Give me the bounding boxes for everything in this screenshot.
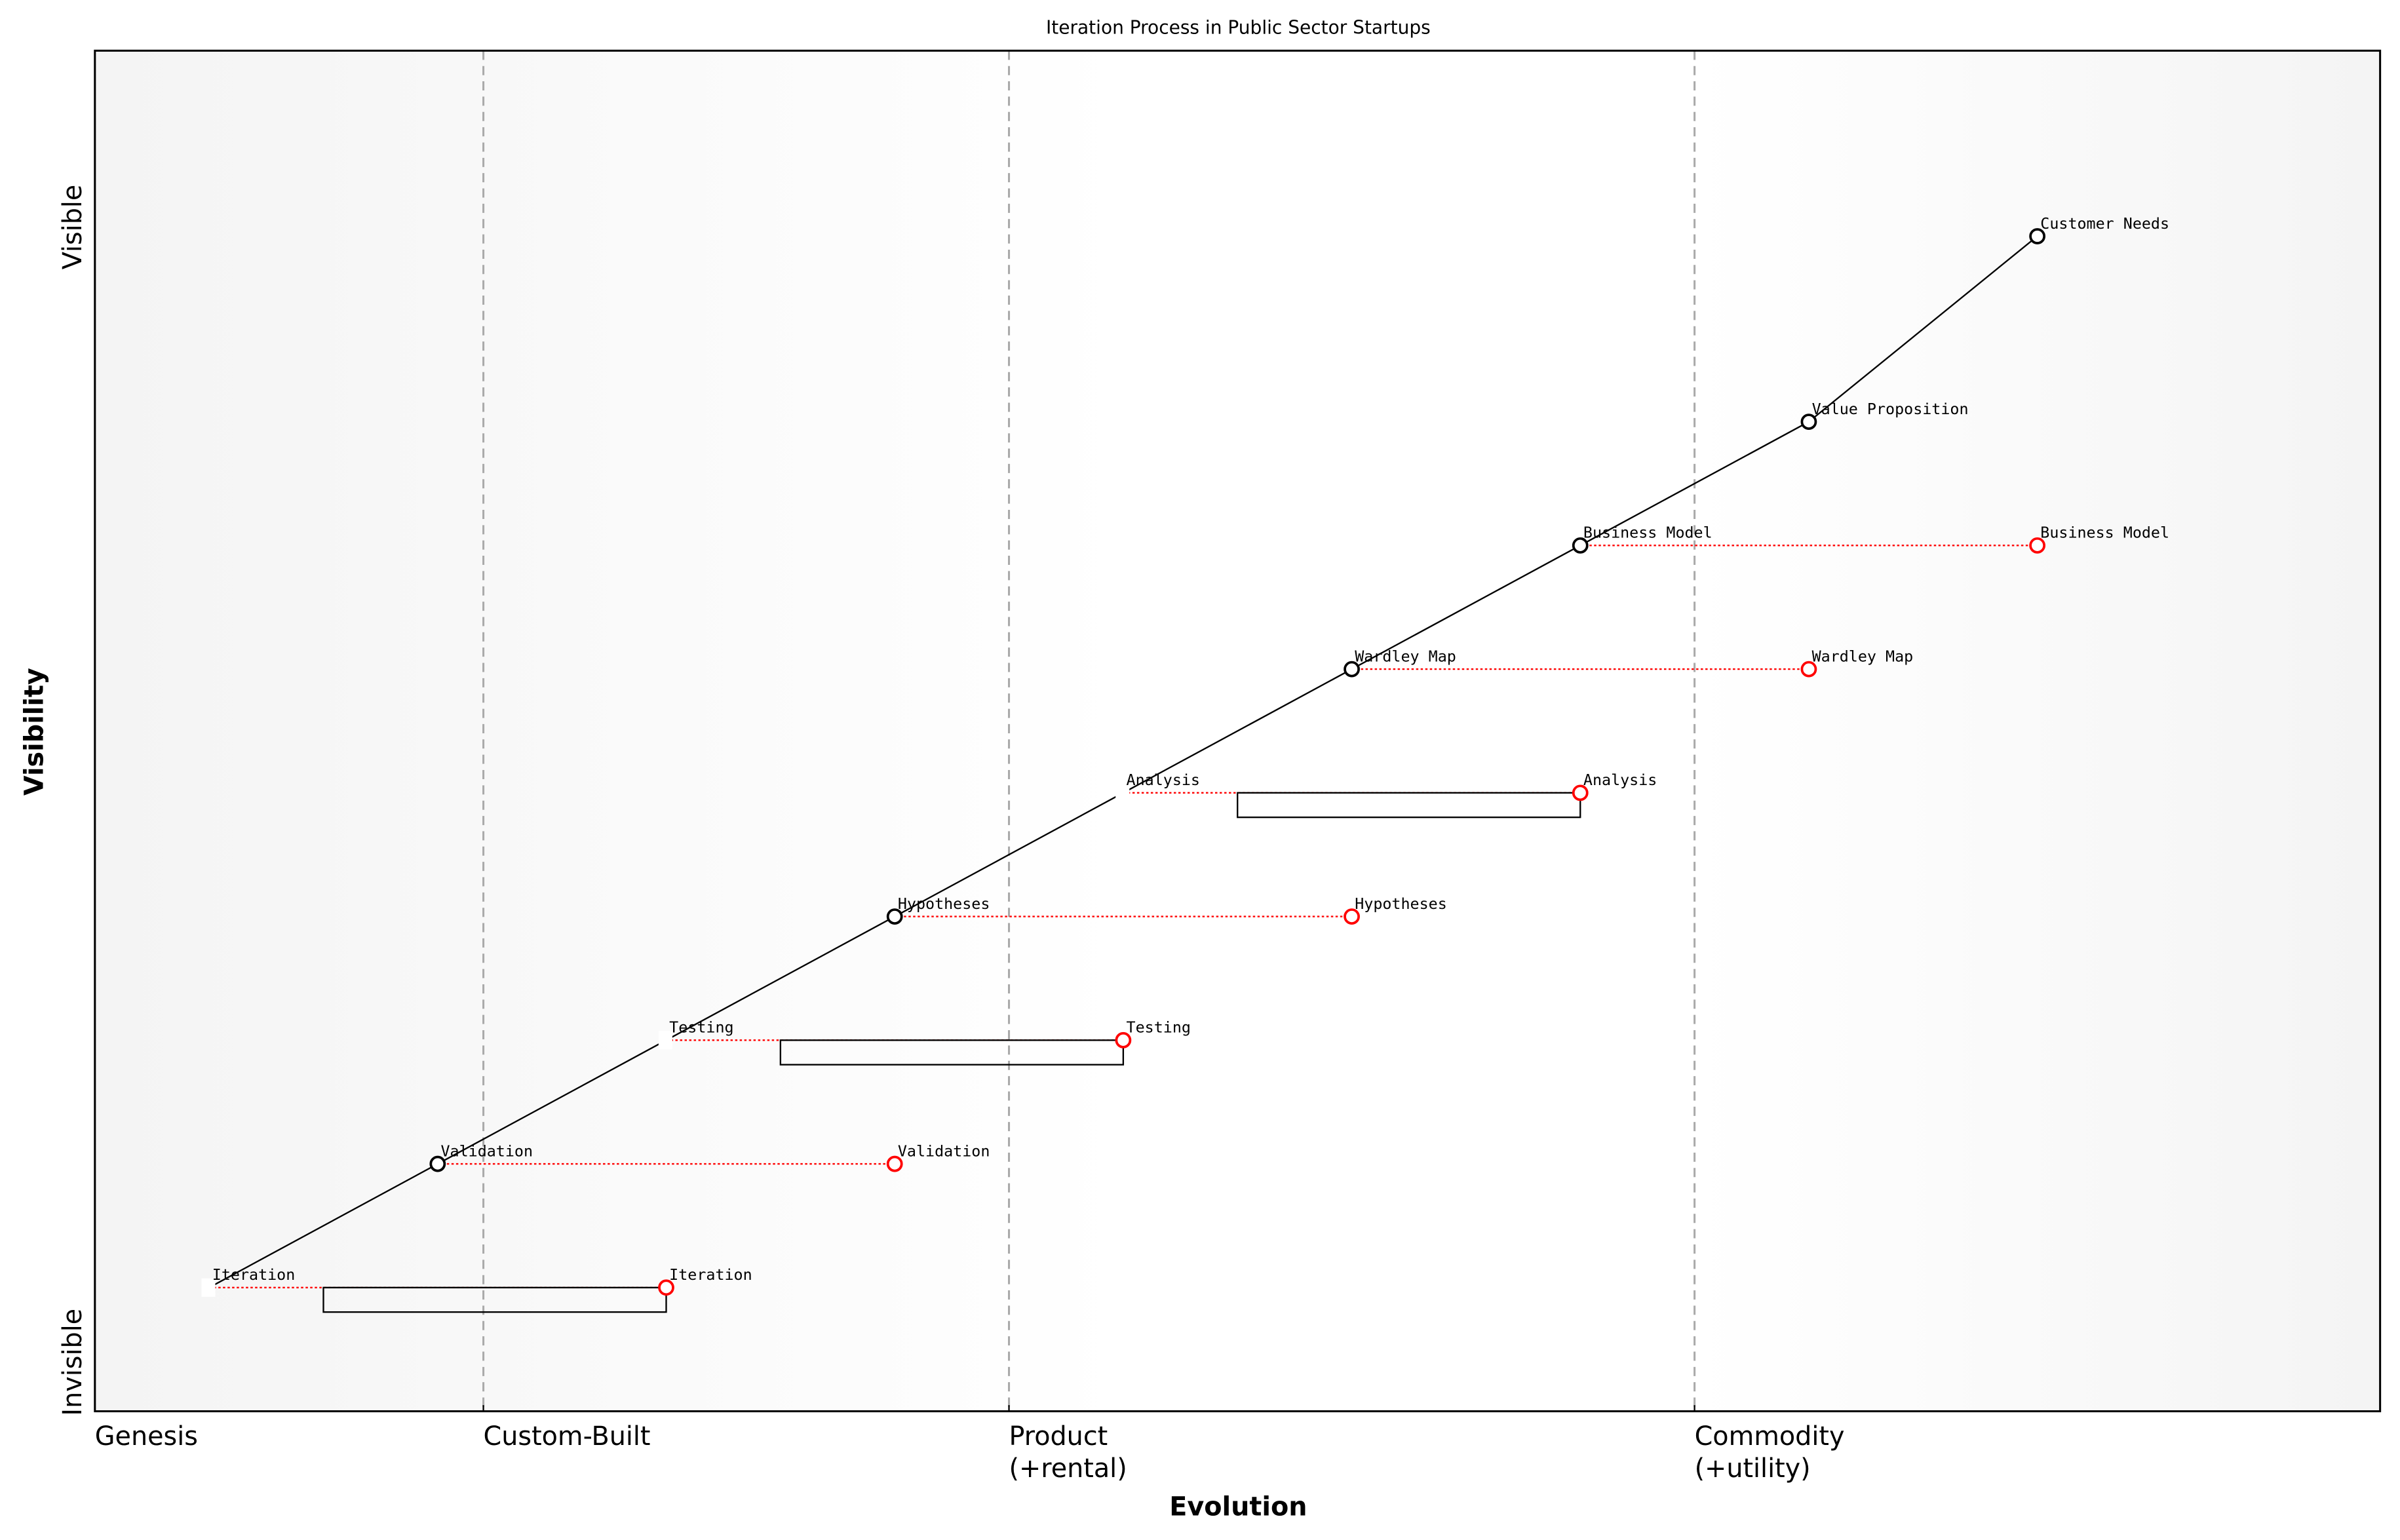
component-label: Validation bbox=[440, 1142, 533, 1160]
component-link bbox=[894, 792, 1124, 917]
evolved-component-label: Testing bbox=[1127, 1018, 1191, 1037]
evolved-component-marker bbox=[886, 1155, 903, 1172]
evolved-component-label: Iteration bbox=[669, 1265, 752, 1284]
component-marker bbox=[2029, 228, 2045, 244]
component-label: Business Model bbox=[1583, 524, 1713, 542]
chart-title: Iteration Process in Public Sector Start… bbox=[1046, 17, 1431, 39]
stage-label: Genesis bbox=[95, 1421, 198, 1452]
component-link bbox=[208, 1163, 438, 1288]
component-label: Iteration bbox=[212, 1265, 296, 1284]
component-label: Wardley Map bbox=[1355, 647, 1456, 665]
component-marker bbox=[1800, 414, 1817, 430]
evolved-component-label: Business Model bbox=[2040, 524, 2169, 542]
evolved-component-marker bbox=[1115, 1031, 1132, 1049]
evolved-component-marker bbox=[1344, 908, 1360, 925]
component-marker bbox=[429, 1155, 446, 1172]
component-marker-hidden bbox=[201, 1278, 216, 1297]
evolved-component-marker bbox=[658, 1279, 674, 1296]
y-label-visible: Visible bbox=[58, 185, 88, 270]
inertia-box bbox=[322, 1286, 667, 1313]
evolved-component-marker bbox=[1800, 661, 1817, 678]
evolved-component-label: Analysis bbox=[1583, 771, 1657, 789]
component-marker bbox=[1344, 661, 1360, 678]
component-label: Testing bbox=[669, 1018, 733, 1037]
evolved-component-marker bbox=[1572, 784, 1589, 801]
component-marker bbox=[1572, 537, 1589, 554]
component-link bbox=[1579, 421, 1810, 547]
component-link bbox=[1351, 545, 1581, 670]
component-link bbox=[437, 1039, 667, 1165]
component-marker-hidden bbox=[658, 1031, 672, 1050]
component-marker bbox=[886, 908, 903, 925]
component-label: Hypotheses bbox=[898, 895, 990, 913]
component-marker-hidden bbox=[1115, 783, 1130, 802]
y-axis-label: Visibility bbox=[19, 668, 49, 796]
plot-frame bbox=[94, 49, 2382, 1413]
y-label-invisible: Invisible bbox=[58, 1309, 88, 1416]
evolved-component-label: Hypotheses bbox=[1355, 895, 1447, 913]
component-label: Analysis bbox=[1127, 771, 1200, 789]
component-link bbox=[1123, 668, 1353, 794]
component-label: Value Proposition bbox=[1812, 400, 1969, 418]
component-link bbox=[665, 915, 895, 1041]
component-label: Customer Needs bbox=[2040, 214, 2169, 233]
evolved-component-label: Validation bbox=[898, 1142, 990, 1160]
component-link bbox=[1808, 235, 2038, 423]
stage-label: Custom-Built bbox=[484, 1421, 651, 1452]
x-axis-label: Evolution bbox=[1169, 1492, 1307, 1522]
evolved-component-label: Wardley Map bbox=[1812, 647, 1914, 665]
stage-label: Commodity (+utility) bbox=[1695, 1421, 1845, 1484]
inertia-box bbox=[1237, 792, 1581, 818]
evolved-component-marker bbox=[2029, 537, 2045, 554]
inertia-box bbox=[779, 1039, 1125, 1066]
stage-label: Product (+rental) bbox=[1009, 1421, 1127, 1484]
